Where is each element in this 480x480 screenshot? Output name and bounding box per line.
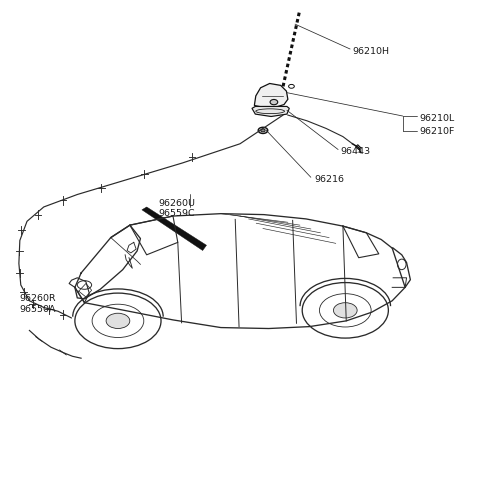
Polygon shape: [252, 107, 289, 117]
Text: 96260U: 96260U: [158, 198, 196, 207]
Text: 96210F: 96210F: [420, 127, 455, 135]
Text: 96260R: 96260R: [20, 294, 57, 303]
Text: 96216: 96216: [314, 174, 344, 183]
Text: 96443: 96443: [340, 147, 371, 156]
Ellipse shape: [258, 128, 268, 134]
Text: 96559C: 96559C: [158, 209, 195, 218]
Ellipse shape: [270, 100, 278, 106]
Ellipse shape: [106, 313, 130, 329]
Polygon shape: [142, 207, 206, 251]
Polygon shape: [254, 84, 288, 108]
Text: 96210H: 96210H: [352, 47, 389, 56]
Text: 96210L: 96210L: [420, 114, 455, 123]
Text: 96550A: 96550A: [20, 304, 56, 313]
Ellipse shape: [261, 130, 265, 132]
Ellipse shape: [334, 303, 357, 318]
